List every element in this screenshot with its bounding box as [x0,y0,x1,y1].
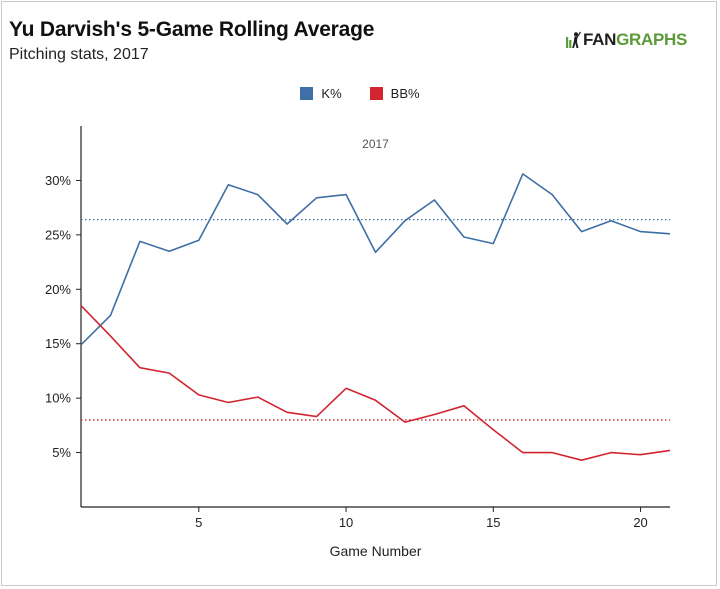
chart-title: Yu Darvish's 5-Game Rolling Average [9,18,375,41]
y-tick-label: 30% [45,173,71,188]
y-tick-label: 25% [45,227,71,242]
legend-item-k: K% [300,86,342,101]
y-tick-label: 15% [45,336,71,351]
x-tick-label: 20 [633,515,647,530]
y-tick-label: 10% [45,391,71,406]
panel-year-label: 2017 [362,137,389,151]
legend-label-k: K% [321,86,342,101]
legend-item-bb: BB% [369,86,420,101]
brand-wordmark: FANGRAPHS [583,30,687,50]
brand-suffix: GRAPHS [616,30,688,49]
x-axis-title: Game Number [330,543,422,559]
series-lines [80,173,671,462]
x-tick-label: 5 [195,515,202,530]
batter-icon [566,31,581,48]
x-tick-label: 15 [486,515,500,530]
y-tick-label: 5% [52,445,71,460]
reference-lines [81,218,670,421]
fangraphs-logo: FANGRAPHS [565,30,687,50]
brand-prefix: FAN [583,30,617,49]
k-pct-series-line [80,173,671,346]
chart-subtitle: Pitching stats, 2017 [9,46,149,63]
y-tick-label: 20% [45,282,71,297]
legend-swatch-k [300,87,314,100]
x-tick-label: 10 [339,515,353,530]
legend-label-bb: BB% [390,86,420,101]
axes: 5% 10% 15% 20% 25% 30% 5 10 15 20 [45,126,670,530]
chart-legend: K% BB% [0,86,720,101]
legend-swatch-bb [369,87,383,100]
bb-pct-series-line [80,305,671,462]
